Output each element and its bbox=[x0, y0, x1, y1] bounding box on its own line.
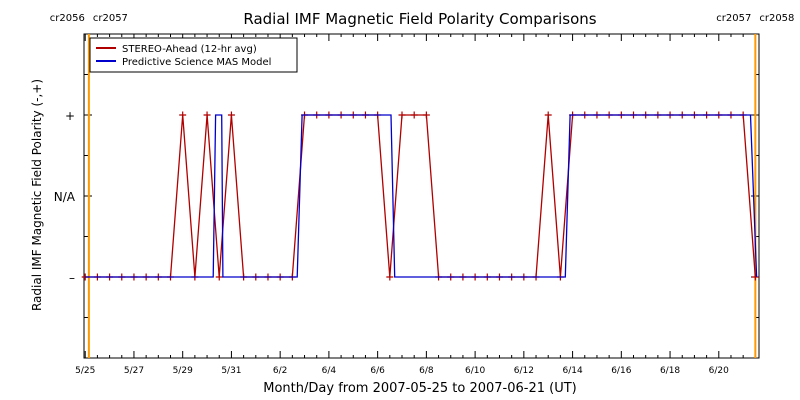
y-tick-label: + bbox=[65, 109, 75, 123]
data-point bbox=[179, 111, 187, 119]
x-tick-label: 6/2 bbox=[273, 366, 287, 376]
data-point bbox=[544, 111, 552, 119]
legend-entry: STEREO-Ahead (12-hr avg) bbox=[122, 44, 257, 55]
legend: STEREO-Ahead (12-hr avg) Predictive Scien… bbox=[89, 37, 298, 73]
carrington-label-right: cr2058 bbox=[759, 13, 794, 24]
data-point bbox=[215, 273, 223, 281]
y-tick-label: – bbox=[69, 271, 75, 285]
data-point bbox=[751, 273, 759, 281]
y-axis-label: Radial IMF Magnetic Field Polarity (-,+) bbox=[30, 79, 44, 311]
x-tick-label: 6/10 bbox=[465, 366, 485, 376]
data-point bbox=[203, 111, 211, 119]
x-tick-label: 6/20 bbox=[709, 366, 729, 376]
plot-frame bbox=[83, 33, 760, 359]
legend-box bbox=[89, 37, 298, 73]
data-point bbox=[410, 111, 418, 119]
series-line-2 bbox=[85, 114, 758, 278]
x-tick-label: 5/27 bbox=[124, 366, 144, 376]
data-point bbox=[422, 111, 430, 119]
carrington-label-right: cr2057 bbox=[93, 13, 128, 24]
carrington-label-left: cr2056 bbox=[50, 13, 85, 24]
x-tick-label: 6/6 bbox=[370, 366, 385, 376]
x-axis-label: Month/Day from 2007-05-25 to 2007-06-21 … bbox=[263, 381, 576, 396]
data-point bbox=[398, 111, 406, 119]
x-tick-label: 6/4 bbox=[322, 366, 337, 376]
chart-title: Radial IMF Magnetic Field Polarity Compa… bbox=[243, 10, 596, 28]
x-tick-label: 6/12 bbox=[514, 366, 534, 376]
x-tick-label: 6/18 bbox=[660, 366, 680, 376]
x-tick-label: 5/29 bbox=[173, 366, 193, 376]
carrington-label-left: cr2057 bbox=[716, 13, 751, 24]
data-point bbox=[227, 111, 235, 119]
x-tick-label: 6/14 bbox=[562, 366, 582, 376]
x-tick-label: 6/16 bbox=[611, 366, 631, 376]
x-tick-label: 6/8 bbox=[419, 366, 434, 376]
x-tick-label: 5/31 bbox=[221, 366, 241, 376]
legend-entry: Predictive Science MAS Model bbox=[122, 57, 271, 68]
x-tick-label: 5/25 bbox=[75, 366, 95, 376]
data-point bbox=[386, 273, 394, 281]
y-tick-label: N/A bbox=[54, 190, 76, 204]
series-line-1 bbox=[85, 114, 756, 278]
plot-area: 5/25 5/27 5/29 5/31 6/2 6/4 6/6 6/8 6/10 6/12 6/14… bbox=[50, 13, 795, 376]
